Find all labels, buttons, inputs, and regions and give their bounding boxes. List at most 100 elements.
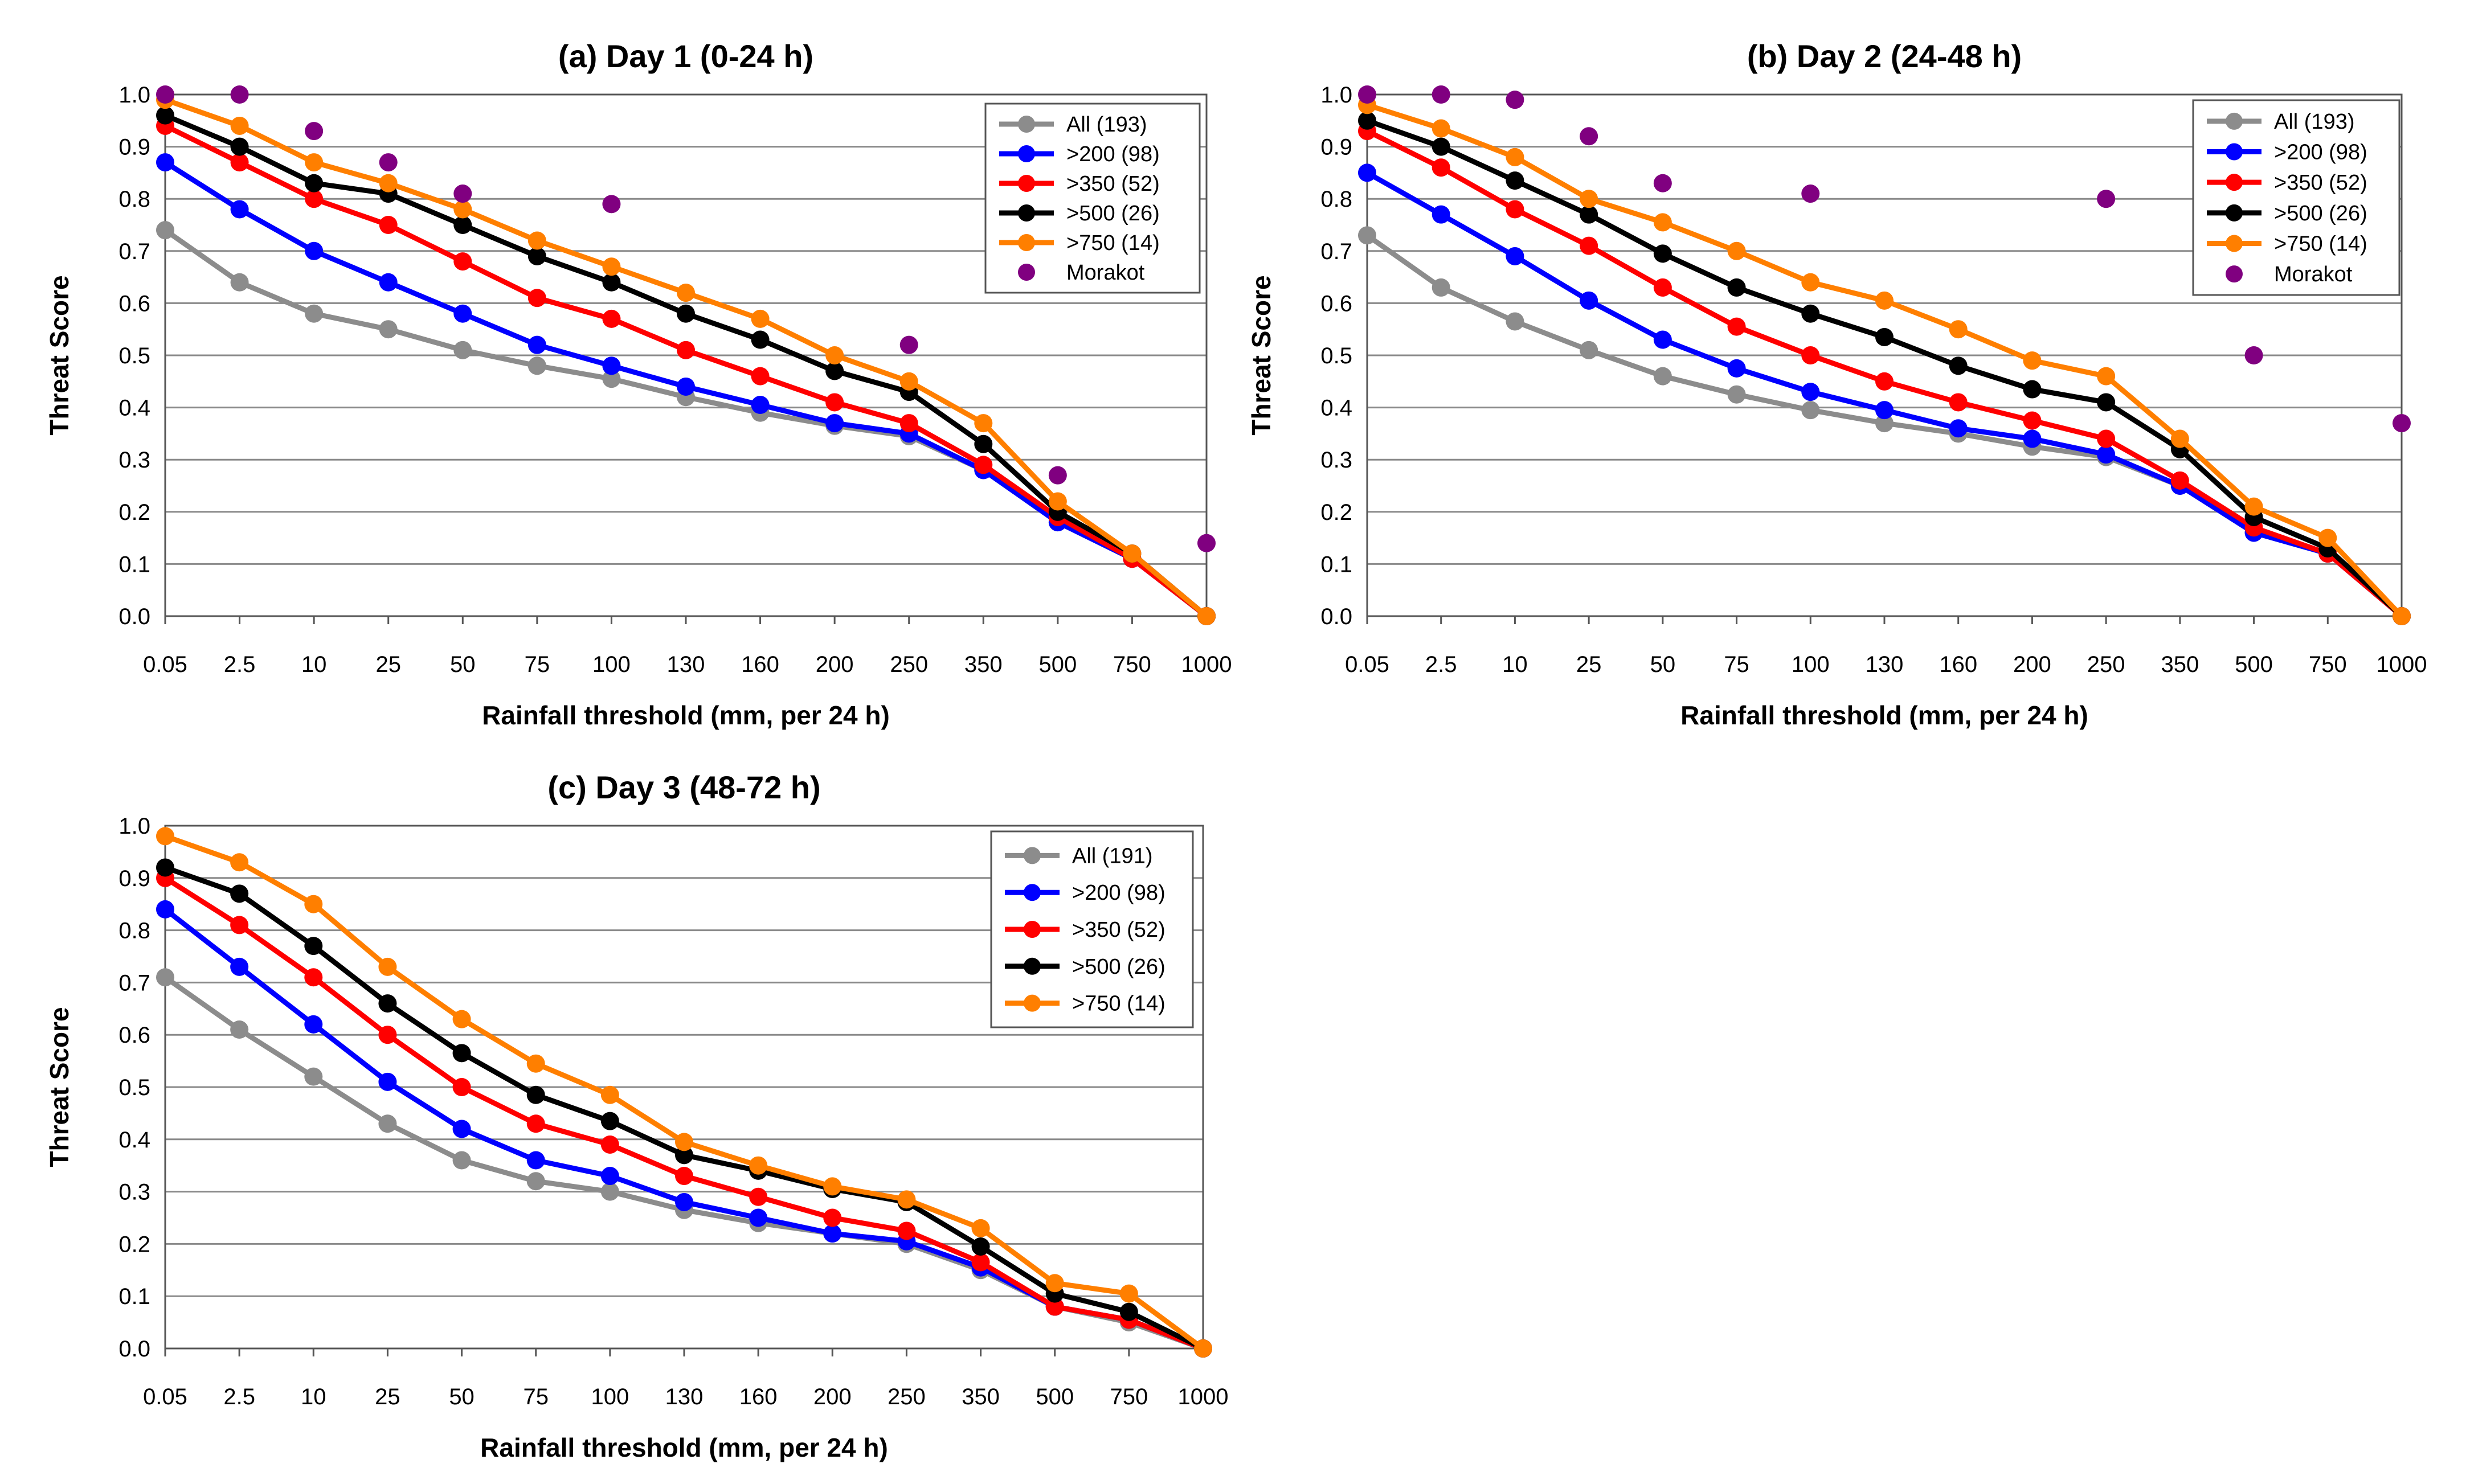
x-tick-label: 200	[2013, 652, 2051, 677]
x-tick-label: 50	[449, 1384, 475, 1409]
data-point	[156, 968, 174, 987]
chart-panel-1: (a) Day 1 (0-24 h) 0.0 0.1 0.2 0.3 0.4 0.5 0.6 0…	[44, 38, 1232, 730]
data-point	[823, 1208, 842, 1227]
y-tick-label: 0.4	[118, 396, 150, 421]
x-tick-label: 500	[1036, 1384, 1074, 1409]
y-tick-label: 0.2	[118, 1232, 150, 1257]
data-point	[1194, 1339, 1212, 1358]
y-axis-label: Threat Score	[44, 1007, 74, 1167]
x-tick-label: 2.5	[224, 652, 256, 677]
x-axis-label: Rainfall threshold (mm, per 24 h)	[1680, 700, 2088, 730]
data-point	[378, 957, 397, 976]
data-point	[1875, 414, 1894, 433]
morakot-point	[156, 85, 174, 104]
y-tick-label: 0.3	[118, 1180, 150, 1205]
data-point	[1119, 1302, 1138, 1321]
morakot-point	[1653, 174, 1672, 192]
data-point	[527, 247, 546, 265]
legend-label: Morakot	[2274, 263, 2353, 286]
data-point	[304, 1015, 323, 1034]
data-point	[1123, 544, 1142, 563]
y-tick-label: 0.3	[1320, 448, 1352, 473]
data-point	[602, 370, 621, 388]
data-point	[230, 957, 249, 976]
data-point	[677, 304, 695, 323]
data-point	[1580, 236, 1598, 255]
legend-item: All (193)	[999, 113, 1147, 137]
data-point	[602, 257, 621, 276]
data-point	[1358, 226, 1376, 245]
legend-label: >200 (98)	[1066, 142, 1160, 166]
data-point	[305, 153, 324, 172]
data-point	[1875, 327, 1894, 346]
legend-box	[2192, 99, 2400, 296]
data-point	[2318, 528, 2337, 547]
y-tick-label: 0.6	[118, 1023, 150, 1048]
data-point	[453, 304, 472, 323]
data-point	[1949, 356, 1968, 375]
data-point	[526, 1172, 545, 1191]
y-tick-label: 0.7	[1320, 239, 1352, 264]
x-tick-label: 100	[592, 652, 631, 677]
y-tick-label: 0.0	[118, 604, 150, 629]
chart-panel-3: (c) Day 3 (48-72 h) 0.0 0.1 0.2 0.3 0.4 0.5 0.6…	[44, 769, 1228, 1462]
y-axis-label: Threat Score	[44, 275, 74, 435]
y-tick-label: 0.4	[1320, 396, 1352, 421]
data-point	[1801, 401, 1820, 420]
data-point	[2244, 497, 2263, 516]
data-point	[1653, 330, 1672, 349]
data-point	[1801, 383, 1820, 401]
data-point	[2170, 471, 2189, 490]
x-tick-label: 500	[1038, 652, 1077, 677]
legend-swatch-marker	[1024, 957, 1041, 975]
series-5	[156, 91, 1216, 625]
morakot-point	[453, 185, 472, 203]
data-point	[379, 174, 398, 192]
legend-label: Morakot	[1066, 261, 1145, 285]
y-tick-label: 0.1	[118, 1284, 150, 1309]
legend-swatch-marker	[1024, 994, 1041, 1012]
data-point	[602, 356, 621, 375]
x-tick-label: 130	[667, 652, 705, 677]
x-tick-label: 10	[301, 1384, 326, 1409]
legend-item: >200 (98)	[1005, 881, 1165, 905]
data-point	[1875, 372, 1894, 391]
morakot-point	[2244, 346, 2263, 364]
x-tick-label: 2.5	[223, 1384, 255, 1409]
data-point	[1197, 607, 1216, 625]
data-point	[2023, 429, 2042, 448]
legend-swatch-marker	[2226, 265, 2243, 283]
x-tick-label: 350	[964, 652, 1003, 677]
data-point	[1580, 341, 1598, 359]
y-tick-label: 0.5	[118, 343, 150, 368]
data-point	[230, 200, 249, 219]
data-point	[825, 393, 844, 412]
data-point	[156, 106, 174, 125]
morakot-point	[2097, 190, 2116, 208]
legend-swatch-marker	[1018, 204, 1035, 222]
legend-swatch-marker	[1024, 847, 1041, 864]
legend: All (193) >200 (98) >350 (52) >500 (26) >750…	[984, 103, 1201, 294]
x-tick-label: 500	[2235, 652, 2273, 677]
data-point	[751, 330, 770, 349]
x-tick-label: 100	[1792, 652, 1830, 677]
data-point	[675, 1133, 693, 1151]
data-point	[1580, 190, 1598, 208]
legend-label: All (193)	[1066, 113, 1147, 137]
data-point	[1727, 241, 1746, 260]
data-point	[1358, 111, 1376, 130]
legend-label: >750 (14)	[2274, 232, 2367, 256]
data-point	[825, 346, 844, 364]
legend-item: >500 (26)	[999, 202, 1160, 226]
y-tick-label: 0.0	[1320, 604, 1352, 629]
data-point	[899, 414, 918, 433]
data-point	[1506, 171, 1524, 190]
data-point	[452, 1151, 471, 1170]
legend-swatch-marker	[2226, 143, 2243, 161]
data-point	[600, 1085, 619, 1104]
data-point	[1506, 247, 1524, 265]
data-point	[677, 284, 695, 302]
x-tick-label: 75	[523, 1384, 549, 1409]
x-tick-label: 750	[1113, 652, 1151, 677]
